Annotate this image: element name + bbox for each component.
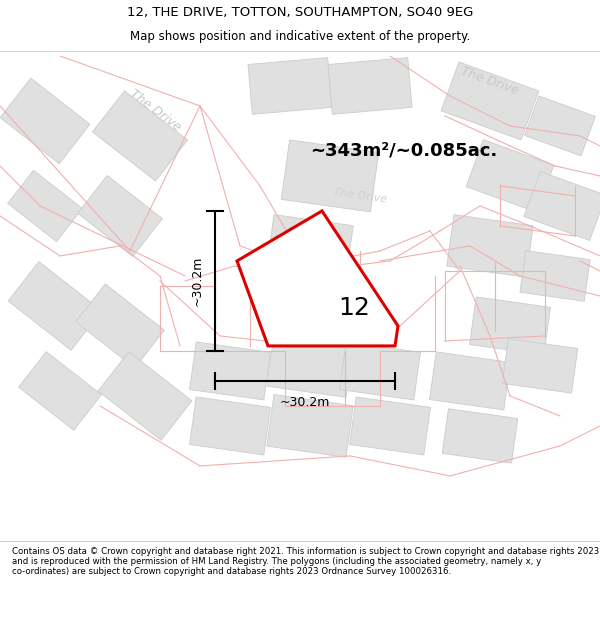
- Polygon shape: [190, 397, 271, 455]
- Polygon shape: [520, 251, 590, 301]
- Polygon shape: [19, 352, 101, 430]
- Polygon shape: [77, 176, 163, 256]
- Polygon shape: [0, 78, 90, 164]
- Polygon shape: [470, 297, 550, 355]
- Text: The Drive: The Drive: [332, 188, 388, 204]
- Text: Contains OS data © Crown copyright and database right 2021. This information is : Contains OS data © Crown copyright and d…: [12, 546, 599, 576]
- Polygon shape: [92, 91, 188, 181]
- Text: Map shows position and indicative extent of the property.: Map shows position and indicative extent…: [130, 31, 470, 43]
- Polygon shape: [267, 394, 353, 458]
- Polygon shape: [466, 139, 554, 212]
- Polygon shape: [0, 436, 600, 536]
- Polygon shape: [447, 214, 533, 278]
- Polygon shape: [76, 284, 164, 368]
- Text: 12: 12: [338, 296, 370, 320]
- Polygon shape: [441, 62, 539, 140]
- Polygon shape: [430, 352, 511, 410]
- Polygon shape: [267, 334, 353, 398]
- Polygon shape: [8, 170, 82, 242]
- Text: ~30.2m: ~30.2m: [191, 256, 203, 306]
- Polygon shape: [8, 262, 102, 350]
- Text: ~30.2m: ~30.2m: [280, 396, 330, 409]
- Text: ~343m²/~0.085ac.: ~343m²/~0.085ac.: [310, 142, 497, 160]
- Text: 12, THE DRIVE, TOTTON, SOUTHAMPTON, SO40 9EG: 12, THE DRIVE, TOTTON, SOUTHAMPTON, SO40…: [127, 6, 473, 19]
- Polygon shape: [350, 397, 430, 455]
- Polygon shape: [190, 342, 271, 400]
- Polygon shape: [442, 409, 518, 463]
- Polygon shape: [524, 171, 600, 241]
- Polygon shape: [281, 140, 379, 212]
- Polygon shape: [98, 352, 192, 440]
- Polygon shape: [267, 214, 353, 278]
- Polygon shape: [340, 342, 421, 400]
- Polygon shape: [380, 56, 600, 156]
- Polygon shape: [248, 58, 332, 114]
- Polygon shape: [160, 236, 460, 356]
- Polygon shape: [0, 56, 260, 276]
- Polygon shape: [237, 211, 398, 346]
- Text: The Drive: The Drive: [459, 64, 521, 98]
- Text: The Drive: The Drive: [127, 88, 183, 134]
- Polygon shape: [100, 56, 600, 296]
- Polygon shape: [502, 339, 578, 393]
- Polygon shape: [328, 58, 412, 114]
- Polygon shape: [524, 96, 595, 156]
